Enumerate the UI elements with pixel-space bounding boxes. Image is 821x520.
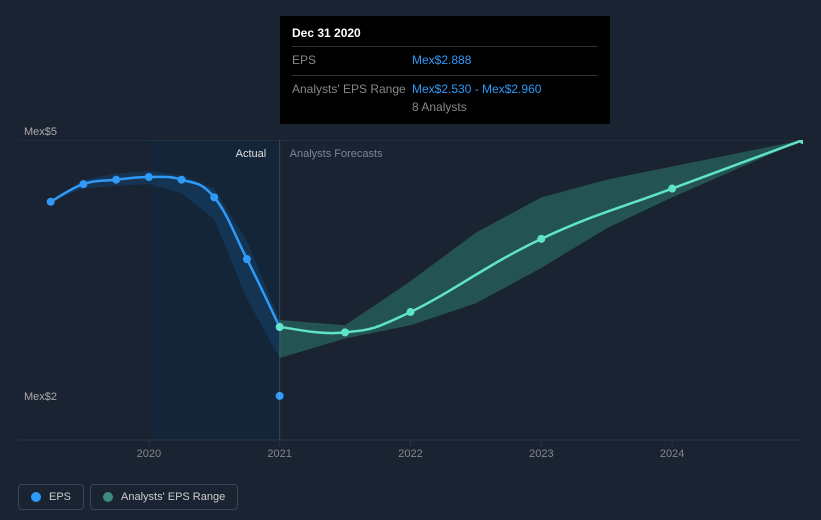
eps-chart[interactable] [18, 140, 803, 480]
legend: EPS Analysts' EPS Range [18, 484, 238, 510]
forecast-label: Analysts Forecasts [290, 148, 383, 160]
tooltip-range-label: Analysts' EPS Range [292, 82, 412, 96]
y-axis-label-2: Mex$2 [24, 391, 57, 403]
tooltip-eps-value: Mex$2.888 [412, 53, 471, 67]
tooltip-range-value: Mex$2.530 - Mex$2.960 [412, 82, 541, 96]
tooltip-date: Dec 31 2020 [292, 26, 598, 47]
tooltip-analyst-count: 8 Analysts [292, 98, 598, 114]
x-axis-label-2020: 2020 [137, 448, 161, 460]
y-axis-label-5: Mex$5 [24, 126, 57, 138]
legend-label-eps: EPS [49, 491, 71, 503]
legend-swatch-eps [31, 492, 41, 502]
tooltip-eps-label: EPS [292, 53, 412, 67]
x-axis-label-2024: 2024 [660, 448, 684, 460]
x-axis-label-2022: 2022 [398, 448, 422, 460]
x-axis-label-2021: 2021 [267, 448, 291, 460]
legend-item-range[interactable]: Analysts' EPS Range [90, 484, 238, 510]
legend-item-eps[interactable]: EPS [18, 484, 84, 510]
x-axis-label-2023: 2023 [529, 448, 553, 460]
chart-area [18, 140, 803, 440]
legend-swatch-range [103, 492, 113, 502]
chart-tooltip: Dec 31 2020 EPS Mex$2.888 Analysts' EPS … [280, 16, 610, 124]
actual-label: Actual [236, 148, 267, 160]
legend-label-range: Analysts' EPS Range [121, 491, 225, 503]
